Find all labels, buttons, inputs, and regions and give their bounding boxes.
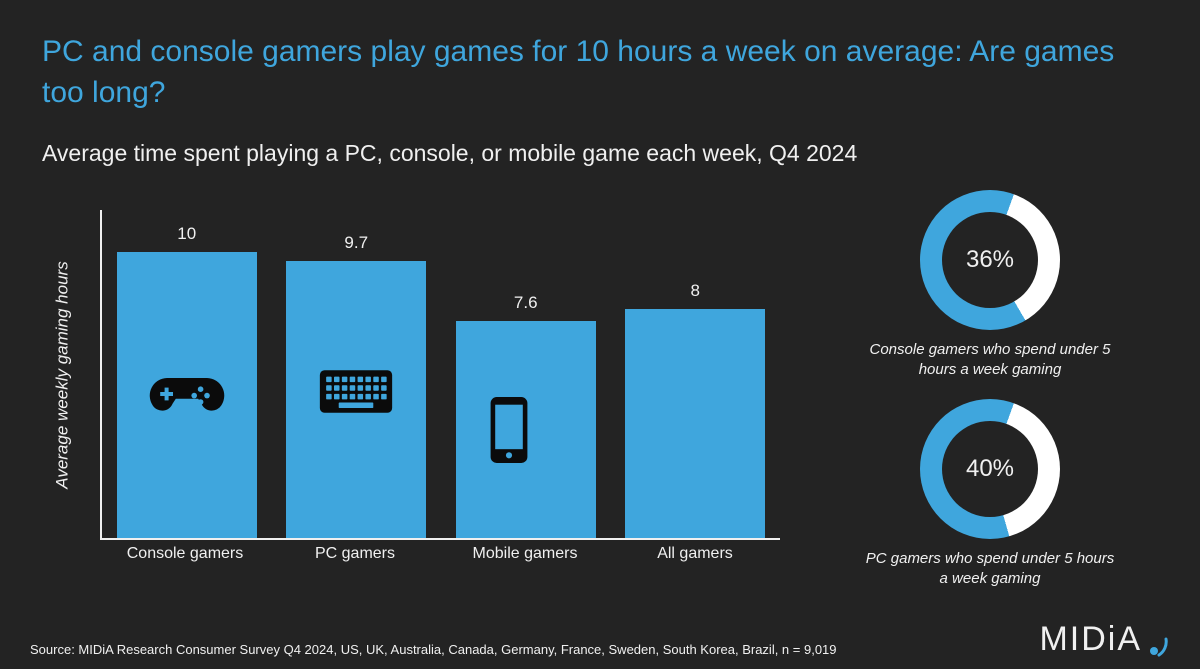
donut-chart: 40% PC gamers who spend under 5 hours a … — [860, 399, 1120, 590]
bar — [625, 309, 765, 538]
donut-chart: 36% Console gamers who spend under 5 hou… — [860, 190, 1120, 381]
phone-icon — [486, 394, 566, 464]
logo-dot-icon — [1146, 625, 1168, 659]
bar-group: 9.7 — [276, 233, 436, 538]
bar-group: 8 — [615, 281, 775, 538]
y-axis-label: Average weekly gaming hours — [48, 210, 78, 540]
keyboard-icon — [316, 364, 396, 434]
bar-chart: 10 9.7 7.6 8 — [100, 210, 780, 540]
page-title: PC and console gamers play games for 10 … — [42, 32, 1158, 113]
donut-percent: 36% — [920, 190, 1060, 330]
donut-ring: 40% — [920, 399, 1060, 539]
x-axis-label: PC gamers — [275, 545, 435, 563]
y-axis-text: Average weekly gaming hours — [53, 261, 73, 488]
logo: MIDiA — [1039, 620, 1168, 659]
donut-panel: 36% Console gamers who spend under 5 hou… — [850, 190, 1130, 589]
donut-caption: Console gamers who spend under 5 hours a… — [860, 340, 1120, 381]
no-icon — [655, 389, 735, 459]
title-text: PC and console gamers play games for 10 … — [42, 35, 1114, 109]
donut-caption: PC gamers who spend under 5 hours a week… — [860, 549, 1120, 590]
bar-value: 8 — [691, 281, 700, 301]
gamepad-icon — [147, 360, 227, 430]
x-axis-label: All gamers — [615, 545, 775, 563]
bar-value: 7.6 — [514, 293, 538, 313]
bar-value: 10 — [177, 224, 196, 244]
bar-value: 9.7 — [344, 233, 368, 253]
bar-group: 7.6 — [446, 293, 606, 538]
logo-text: MIDiA — [1039, 620, 1142, 659]
bar — [117, 252, 257, 538]
x-axis-labels: Console gamers PC gamers Mobile gamers All … — [100, 545, 780, 563]
bar-group: 10 — [107, 224, 267, 538]
bars-container: 10 9.7 7.6 8 — [100, 210, 780, 540]
subtitle: Average time spent playing a PC, console… — [42, 140, 857, 167]
donut-ring: 36% — [920, 190, 1060, 330]
bar — [286, 261, 426, 538]
x-axis-label: Mobile gamers — [445, 545, 605, 563]
x-axis-label: Console gamers — [105, 545, 265, 563]
source-text: Source: MIDiA Research Consumer Survey Q… — [30, 642, 837, 657]
donut-percent: 40% — [920, 399, 1060, 539]
bar — [456, 321, 596, 538]
